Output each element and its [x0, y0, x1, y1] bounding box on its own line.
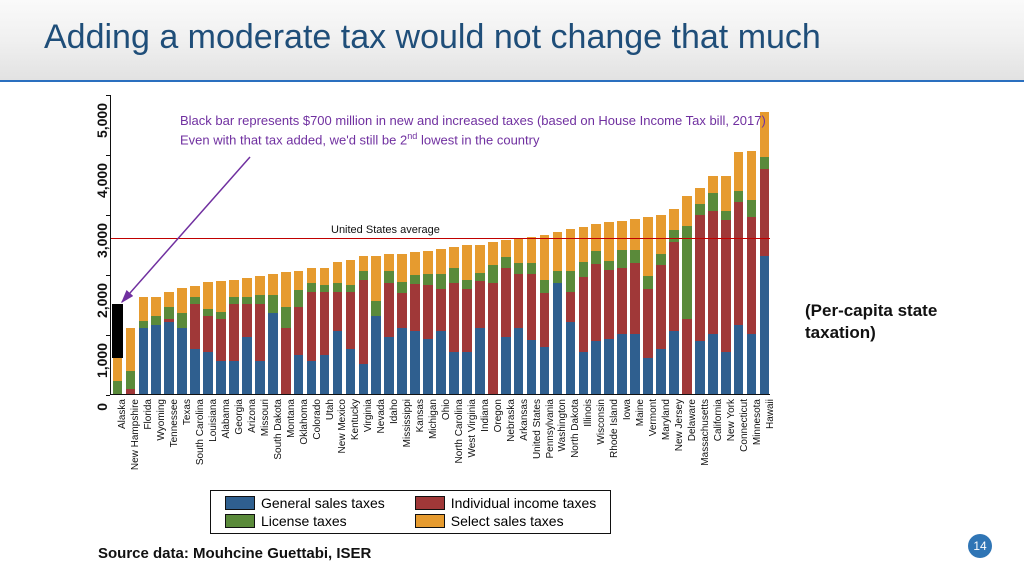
legend-swatch — [415, 514, 445, 528]
slide: Adding a moderate tax would not change t… — [0, 0, 1024, 576]
legend-label: License taxes — [261, 513, 347, 529]
source-value: Mouhcine Guettabi, ISER — [193, 545, 371, 562]
legend-label: Select sales taxes — [451, 513, 564, 529]
side-note: (Per-capita state taxation) — [805, 300, 1005, 344]
legend-swatch — [225, 514, 255, 528]
legend-label: General sales taxes — [261, 495, 385, 511]
legend-swatch — [415, 496, 445, 510]
legend-item-individual_income: Individual income taxes — [415, 495, 597, 511]
legend-item-general_sales: General sales taxes — [225, 495, 385, 511]
legend-item-select_sales: Select sales taxes — [415, 513, 597, 529]
source-prefix: Source data: — [98, 545, 193, 562]
legend-label: Individual income taxes — [451, 495, 597, 511]
page-number-badge: 14 — [968, 534, 992, 558]
source-line: Source data: Mouhcine Guettabi, ISER — [98, 545, 371, 562]
legend-item-license: License taxes — [225, 513, 385, 529]
chart-legend: General sales taxes Individual income tax… — [210, 490, 611, 534]
legend-swatch — [225, 496, 255, 510]
